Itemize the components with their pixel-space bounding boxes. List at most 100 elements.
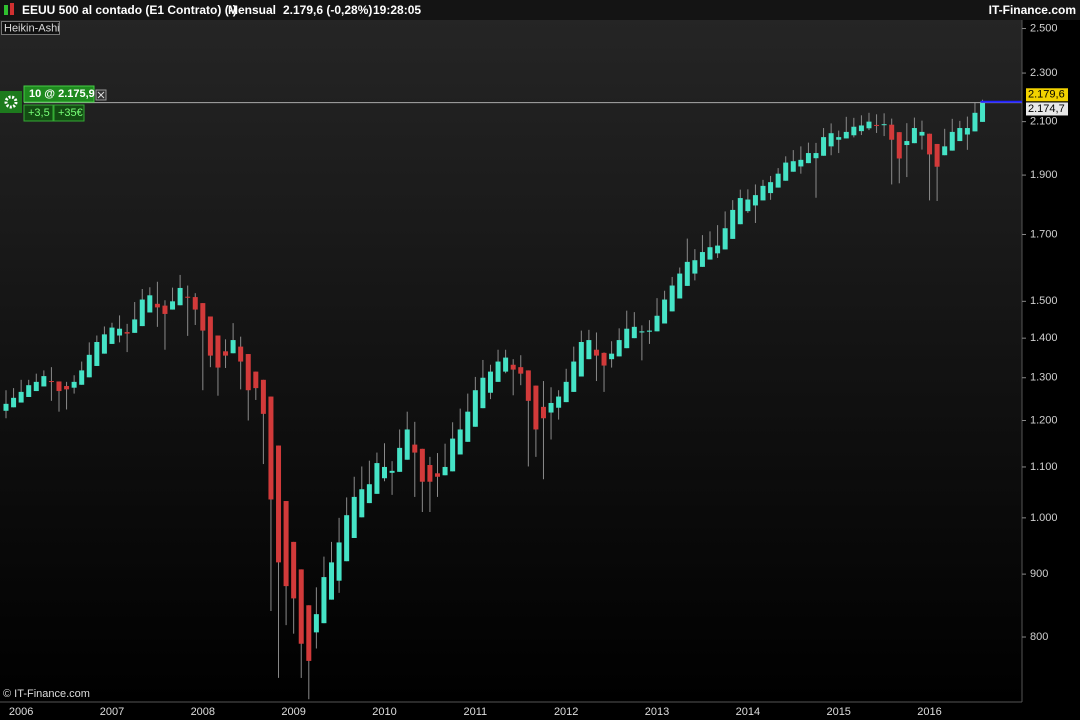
- y-tick-label: 2.300: [1030, 67, 1058, 79]
- candle-body: [450, 438, 456, 472]
- candle-body: [64, 386, 70, 390]
- candle-body: [404, 429, 410, 460]
- candle-body: [382, 466, 387, 479]
- candle-body: [609, 353, 615, 360]
- header-icon: [10, 3, 14, 15]
- candle-body: [503, 357, 509, 372]
- candle-body: [790, 161, 796, 172]
- candle-body: [715, 245, 721, 254]
- candle-body: [366, 484, 372, 504]
- candle-body: [313, 614, 319, 633]
- candle-body: [185, 296, 191, 298]
- chart-title: Heikin-Ashi: [4, 22, 60, 34]
- candle-body: [821, 137, 827, 156]
- candle-body: [472, 390, 478, 427]
- plot-area: 2.500 2.300 2.100 1.900 1.700 1.500 1.400 1.300…: [3, 22, 1058, 718]
- candle-body: [752, 195, 758, 206]
- candle-body: [56, 381, 62, 392]
- candle-body: [124, 332, 130, 334]
- settings-button[interactable]: [0, 91, 22, 113]
- position-profit: +35€: [58, 107, 83, 119]
- candle-body: [41, 376, 47, 387]
- x-tick-label: 2011: [464, 706, 488, 718]
- candle-body: [162, 305, 168, 314]
- candle-body: [18, 391, 24, 403]
- candle-body: [465, 411, 471, 442]
- candle-body: [329, 562, 335, 600]
- position-box[interactable]: [23, 85, 95, 103]
- candle-body: [518, 367, 524, 374]
- y-tick-label: 1.200: [1030, 414, 1058, 426]
- brand: IT-Finance.com: [989, 3, 1076, 17]
- position-label: 10 @ 2.175,9: [29, 88, 95, 100]
- candle-body: [957, 128, 963, 142]
- candle-body: [858, 125, 864, 132]
- candle-body: [699, 252, 705, 267]
- candle-body: [132, 319, 138, 333]
- candle-body: [783, 162, 789, 181]
- candle-body: [3, 403, 9, 411]
- candle-body: [94, 341, 100, 366]
- candle-body: [154, 303, 160, 308]
- candle-body: [397, 447, 403, 472]
- y-tick-label: 1.000: [1030, 512, 1058, 524]
- watermark: © IT-Finance.com: [3, 688, 90, 700]
- candle-body: [26, 385, 32, 397]
- candle-body: [336, 542, 342, 581]
- candle-body: [836, 137, 842, 140]
- time: 19:28:05: [373, 3, 421, 17]
- y-tick-label: 1.300: [1030, 372, 1058, 384]
- candle-body: [223, 351, 229, 356]
- candle-body: [949, 131, 955, 151]
- candle-body: [306, 605, 312, 661]
- price: 2.179,6 (-0,28%): [283, 3, 372, 17]
- candle-body: [874, 124, 880, 126]
- candle-body: [457, 429, 463, 455]
- candle-body: [866, 121, 872, 129]
- candle-body: [412, 444, 418, 453]
- x-tick-label: 2014: [736, 706, 760, 718]
- indicator-box[interactable]: [1, 21, 60, 35]
- candle-body: [434, 473, 440, 477]
- candle-body: [805, 153, 811, 164]
- candle-body: [283, 501, 289, 587]
- candle-body: [737, 198, 743, 225]
- x-tick-label: 2015: [826, 706, 850, 718]
- candle-body: [442, 466, 448, 476]
- candle-body: [533, 385, 539, 430]
- price-tag: [1026, 88, 1068, 102]
- candle-body: [669, 285, 675, 312]
- candle-body: [117, 328, 123, 336]
- candle-body: [480, 377, 486, 409]
- candle-body: [578, 341, 584, 377]
- candle-body: [911, 128, 917, 144]
- y-tick-label: 1.700: [1030, 228, 1058, 240]
- candle-body: [200, 303, 206, 331]
- candle-body: [298, 569, 304, 644]
- candle-body: [707, 247, 713, 260]
- candle-body: [374, 463, 380, 494]
- x-tick-label: 2010: [372, 706, 396, 718]
- close-icon: [97, 91, 105, 99]
- candle-body: [563, 381, 569, 403]
- x-tick-label: 2012: [554, 706, 578, 718]
- candle-body: [571, 361, 577, 392]
- candle-body: [351, 496, 357, 538]
- candle-body: [851, 126, 857, 136]
- candle-body: [540, 406, 546, 419]
- candle-body: [101, 334, 107, 354]
- x-axis-background: [0, 702, 1080, 720]
- candle-body: [881, 124, 887, 126]
- position-points: +3,5: [28, 107, 50, 119]
- x-tick-label: 2007: [100, 706, 124, 718]
- candle-body: [972, 112, 978, 132]
- candle-body: [139, 299, 145, 327]
- candle-body: [33, 381, 39, 392]
- period[interactable]: Mensual: [228, 3, 276, 17]
- candle-body: [268, 396, 274, 500]
- candle-body: [631, 326, 637, 339]
- candle-body: [147, 295, 153, 313]
- candle-body: [646, 330, 652, 332]
- header-bar: [0, 0, 1080, 20]
